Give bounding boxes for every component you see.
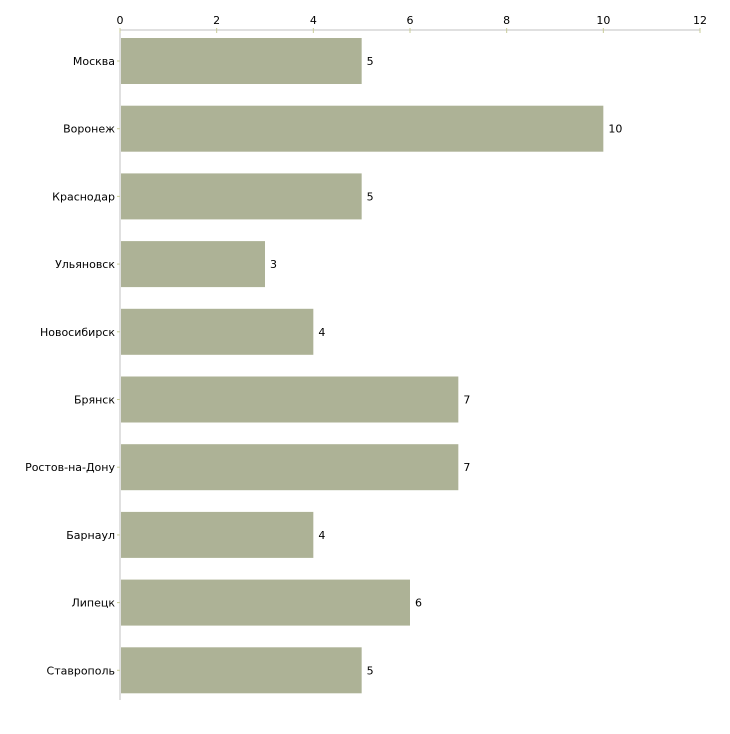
bar [121, 579, 410, 626]
category-label: Ростов-на-Дону [25, 461, 115, 474]
x-tick-label: 10 [596, 14, 610, 27]
category-label: Брянск [74, 394, 115, 407]
x-tick-label: 6 [407, 14, 414, 27]
category-label: Барнаул [66, 529, 115, 542]
bar [121, 308, 314, 355]
data-label: 5 [367, 664, 374, 677]
bar [121, 444, 459, 491]
bar [121, 511, 314, 558]
bar [121, 647, 362, 694]
data-label: 3 [270, 258, 277, 271]
data-label: 5 [367, 55, 374, 68]
x-tick-label: 4 [310, 14, 317, 27]
bar [121, 376, 459, 423]
data-label: 4 [318, 326, 325, 339]
data-label: 5 [367, 190, 374, 203]
data-label: 10 [608, 123, 622, 136]
x-tick-label: 0 [117, 14, 124, 27]
bar [121, 105, 604, 152]
data-label: 6 [415, 597, 422, 610]
category-label: Краснодар [52, 190, 115, 203]
data-label: 7 [463, 461, 470, 474]
category-label: Новосибирск [40, 326, 115, 339]
data-label: 7 [463, 394, 470, 407]
data-label: 4 [318, 529, 325, 542]
category-label: Ульяновск [55, 258, 115, 271]
category-label: Воронеж [63, 123, 115, 136]
category-label: Липецк [71, 597, 115, 610]
bar [121, 173, 362, 220]
bar [121, 241, 265, 288]
category-label: Ставрополь [47, 664, 115, 677]
category-label: Москва [73, 55, 115, 68]
x-tick-label: 2 [213, 14, 220, 27]
bar [121, 38, 362, 84]
x-tick-label: 12 [693, 14, 707, 27]
x-tick-label: 8 [503, 14, 510, 27]
